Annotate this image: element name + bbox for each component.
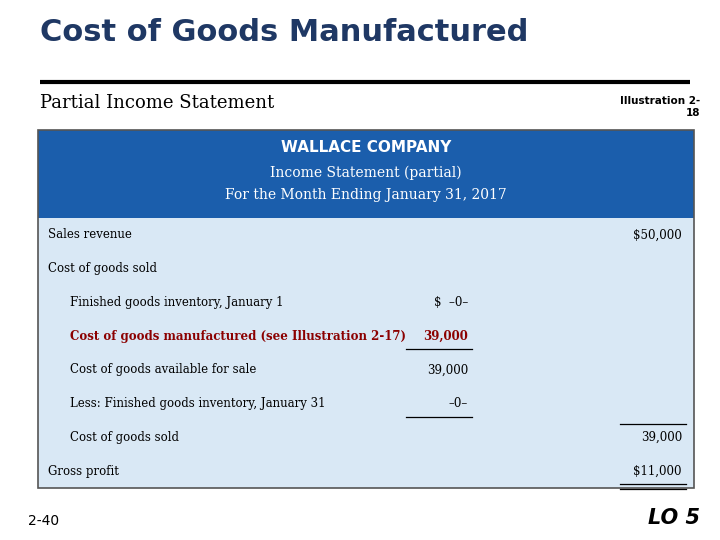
- Text: Cost of goods sold: Cost of goods sold: [48, 262, 157, 275]
- Text: Less: Finished goods inventory, January 31: Less: Finished goods inventory, January …: [70, 397, 325, 410]
- Text: Illustration 2-
18: Illustration 2- 18: [620, 96, 700, 118]
- Text: WALLACE COMPANY: WALLACE COMPANY: [281, 140, 451, 155]
- Text: $50,000: $50,000: [634, 228, 682, 241]
- Text: –0–: –0–: [449, 397, 468, 410]
- Text: LO 5: LO 5: [648, 508, 700, 528]
- Bar: [38, 130, 694, 488]
- Text: Cost of goods sold: Cost of goods sold: [70, 431, 179, 444]
- Text: 39,000: 39,000: [423, 329, 468, 342]
- Text: $  –0–: $ –0–: [433, 296, 468, 309]
- Text: Cost of goods available for sale: Cost of goods available for sale: [70, 363, 256, 376]
- Bar: [38, 130, 694, 218]
- Text: Cost of goods manufactured (see Illustration 2-17): Cost of goods manufactured (see Illustra…: [70, 329, 406, 342]
- Text: Sales revenue: Sales revenue: [48, 228, 132, 241]
- Text: Income Statement (partial): Income Statement (partial): [270, 166, 462, 180]
- Text: For the Month Ending January 31, 2017: For the Month Ending January 31, 2017: [225, 188, 507, 202]
- Text: Finished goods inventory, January 1: Finished goods inventory, January 1: [70, 296, 284, 309]
- Text: Cost of Goods Manufactured: Cost of Goods Manufactured: [40, 18, 528, 47]
- Text: 39,000: 39,000: [641, 431, 682, 444]
- Text: Gross profit: Gross profit: [48, 464, 119, 477]
- Text: $11,000: $11,000: [634, 464, 682, 477]
- Bar: [38, 218, 694, 488]
- Text: 2-40: 2-40: [28, 514, 59, 528]
- Text: 39,000: 39,000: [427, 363, 468, 376]
- Text: Partial Income Statement: Partial Income Statement: [40, 94, 274, 112]
